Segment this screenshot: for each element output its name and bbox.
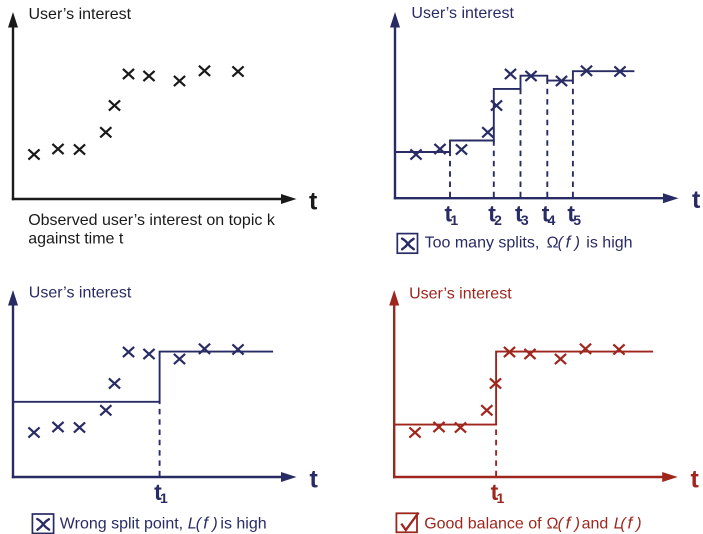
svg-text:(: ( [196,515,203,532]
svg-text:is high: is high [220,515,266,532]
svg-text:Observed user’s interest on to: Observed user’s interest on topic k [28,212,276,229]
svg-text:against time t: against time t [28,230,124,247]
svg-text:User’s interest: User’s interest [411,5,514,22]
svg-text:t: t [691,466,700,494]
svg-text:Good balance of: Good balance of [424,515,542,532]
svg-text:(: ( [620,515,627,532]
svg-text:Ω: Ω [547,235,559,252]
svg-text:Too many splits,: Too many splits, [425,235,540,252]
svg-text:): ) [573,515,580,532]
svg-text:L: L [188,515,197,532]
svg-text:f: f [203,513,210,532]
svg-text:t: t [310,466,319,494]
svg-text:f: f [566,233,573,252]
svg-text:and: and [582,515,609,532]
svg-text:Ω: Ω [547,515,559,532]
svg-text:t: t [309,188,318,216]
svg-text:User’s interest: User’s interest [29,285,132,302]
svg-text:t: t [692,186,701,214]
svg-text:Wrong split point,: Wrong split point, [60,515,183,532]
svg-text:User’s interest: User’s interest [409,285,512,302]
svg-text:(: ( [558,515,565,532]
svg-text:): ) [573,235,580,252]
svg-text:(: ( [558,235,565,252]
svg-text:is high: is high [586,235,632,252]
svg-text:User’s interest: User’s interest [29,6,132,23]
svg-text:f: f [566,513,573,532]
svg-text:f: f [628,513,635,532]
svg-text:): ) [634,515,641,532]
svg-text:): ) [210,515,217,532]
svg-text:L: L [614,515,623,532]
